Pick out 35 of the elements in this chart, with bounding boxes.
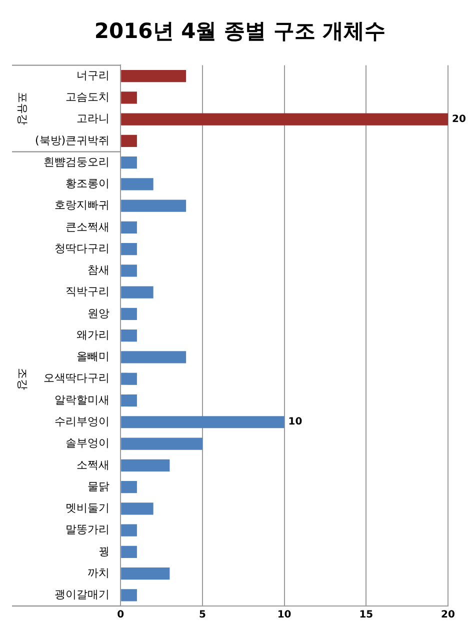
y-tick-label: 까치 <box>88 566 110 580</box>
text: 조강 <box>16 368 30 390</box>
y-tick-label: (북방)큰귀박쥐 <box>34 134 110 147</box>
y-tick-label: 말똥가리 <box>66 523 110 536</box>
y-tick-label: 청딱다구리 <box>54 242 110 255</box>
y-tick-label: 꿩 <box>98 544 110 558</box>
text: 포유강 <box>16 92 30 125</box>
y-tick-label: 멧비둘기 <box>66 502 110 515</box>
y-tick-label: 물닭 <box>88 480 110 493</box>
y-tick-label: 괭이갈매기 <box>54 588 110 602</box>
data-label: 10 <box>288 416 302 428</box>
y-tick-label: 올빼미 <box>76 350 110 364</box>
x-tick-label: 5 <box>198 610 206 621</box>
x-tick-label: 15 <box>359 610 374 621</box>
y-tick-label: 고라니 <box>76 112 110 126</box>
x-tick-label: 20 <box>441 610 455 621</box>
y-tick-label: 참새 <box>88 264 110 277</box>
chart-title: 2016년 4월 종별 구조 개체수 <box>94 19 386 44</box>
y-tick-label: 너구리 <box>76 68 110 82</box>
data-label: 20 <box>452 114 466 125</box>
y-tick-label: 흰뺨검둥오리 <box>44 155 110 168</box>
y-tick-label: 오색딱다구리 <box>44 372 110 385</box>
y-tick-label: 왜가리 <box>76 328 110 342</box>
y-tick-label: 소쩍새 <box>76 458 110 472</box>
x-tick-label: 0 <box>117 610 124 621</box>
x-tick-label: 10 <box>277 610 292 621</box>
y-tick-label: 수리부엉이 <box>54 414 110 428</box>
y-tick-label: 알락할미새 <box>54 393 110 406</box>
y-tick-label: 원앙 <box>88 306 110 320</box>
y-tick-label: 호랑지빠귀 <box>54 198 110 212</box>
y-tick-label: 솔부엉이 <box>66 436 110 450</box>
y-tick-label: 큰소쩍새 <box>66 220 110 234</box>
y-tick-label: 고슴도치 <box>66 90 110 104</box>
y-tick-label: 황조롱이 <box>66 177 110 190</box>
y-tick-label: 직박구리 <box>66 285 110 298</box>
